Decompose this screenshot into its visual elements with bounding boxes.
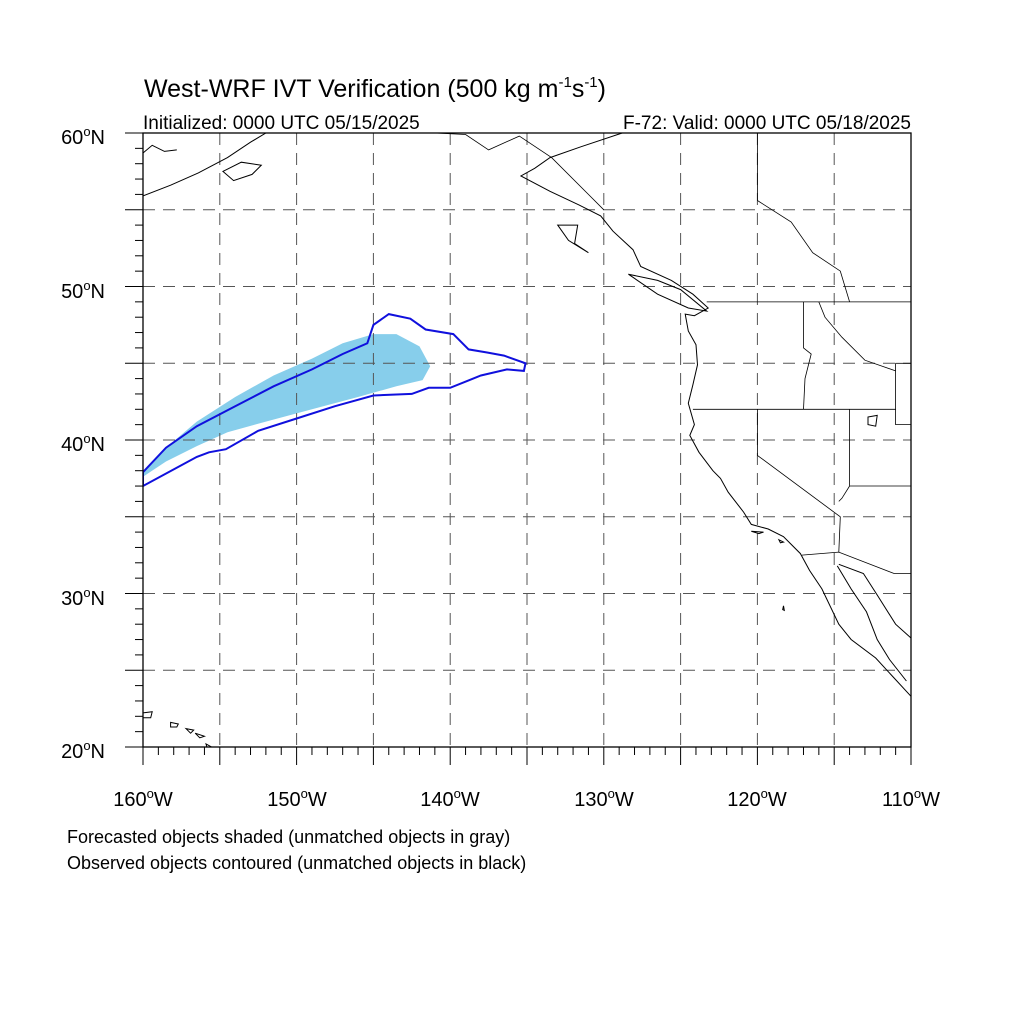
lat-label-20n: 20oN (61, 738, 105, 763)
lon-label-110w: 110oW (882, 786, 940, 811)
political-border (434, 133, 605, 211)
lon-label-130w: 130oW (574, 786, 634, 811)
political-border (818, 301, 896, 372)
hawaii-island (184, 727, 195, 734)
alaska-coastline (143, 133, 267, 197)
observed-ivt-contour (143, 313, 527, 488)
channel-island (751, 530, 764, 535)
political-border (801, 551, 911, 574)
chart-title: West-WRF IVT Verification (500 kg m-1s-1… (144, 74, 606, 103)
lon-label-150w: 150oW (267, 786, 327, 811)
political-border (895, 363, 911, 426)
lat-label-50n: 50oN (61, 278, 105, 303)
west-coast-coastline (519, 133, 911, 697)
lat-label-60n: 60oN (61, 124, 105, 149)
guadalupe-island (782, 605, 785, 612)
init-time-subtitle: Initialized: 0000 UTC 05/15/2025 (143, 113, 420, 134)
hawaii-island (143, 711, 153, 719)
lat-label-40n: 40oN (61, 431, 105, 456)
hawaii-island (170, 721, 180, 728)
political-border (803, 301, 812, 410)
vancouver-island (628, 273, 709, 312)
channel-island (777, 538, 785, 544)
political-border (838, 409, 850, 502)
valid-time-subtitle: F-72: Valid: 0000 UTC 05/18/2025 (623, 113, 911, 134)
political-border (757, 409, 841, 553)
great-salt-lake (867, 414, 878, 427)
lon-label-120w: 120oW (727, 786, 787, 811)
kodiak-island (222, 161, 263, 182)
political-border (757, 200, 850, 303)
forecast-ivt-object (143, 334, 431, 477)
alaska-coastline (143, 144, 177, 154)
footer-forecast-note: Forecasted objects shaded (unmatched obj… (67, 827, 510, 847)
lon-label-140w: 140oW (420, 786, 480, 811)
hawaii-island (194, 732, 206, 739)
lat-label-30n: 30oN (61, 585, 105, 610)
baja-gulf-coastline (836, 565, 907, 682)
haida-gwaii-island (556, 224, 589, 254)
lon-label-160w: 160oW (113, 786, 173, 811)
footer-observed-note: Observed objects contoured (unmatched ob… (67, 853, 526, 873)
mexico-gulf-coastline (838, 563, 911, 639)
